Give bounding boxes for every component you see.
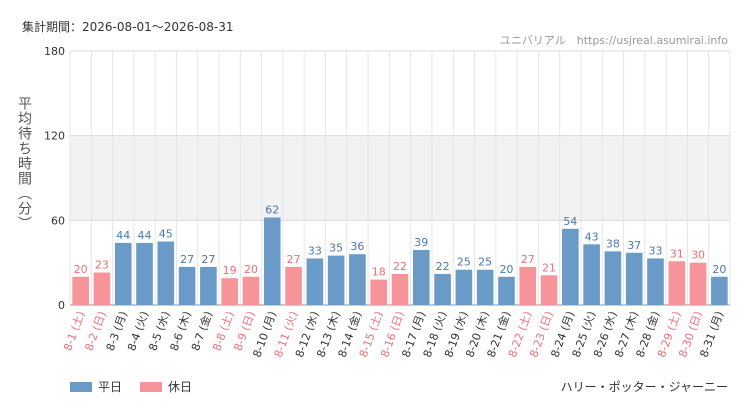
legend-swatch-holiday <box>140 381 163 392</box>
legend-item-holiday: 休日 <box>140 378 192 395</box>
bar <box>221 278 238 305</box>
data-label: 44 <box>116 229 130 242</box>
bar <box>625 252 643 305</box>
bar <box>114 242 132 305</box>
data-label: 22 <box>436 260 450 273</box>
bar <box>583 244 600 305</box>
bar <box>263 217 281 305</box>
legend: 平日 休日 <box>70 378 210 395</box>
data-label: 35 <box>329 242 343 255</box>
bar <box>562 228 579 305</box>
bar <box>689 262 707 305</box>
bar <box>455 269 473 305</box>
y-axis-label: 平均待ち時間（分） <box>16 96 32 231</box>
y-tick-label: 180 <box>44 45 65 58</box>
legend-item-weekday: 平日 <box>70 378 122 395</box>
data-label: 25 <box>457 256 471 269</box>
bar <box>200 266 217 305</box>
data-label: 43 <box>585 230 599 243</box>
legend-label-holiday: 休日 <box>168 380 193 394</box>
data-label: 22 <box>393 260 407 273</box>
data-label: 39 <box>414 236 428 249</box>
data-label: 45 <box>159 228 173 241</box>
data-label: 37 <box>627 239 641 252</box>
bar <box>178 266 196 305</box>
data-label: 20 <box>74 263 88 276</box>
y-tick-label: 120 <box>44 130 65 143</box>
bar <box>476 269 494 305</box>
bar <box>668 261 686 305</box>
bar <box>93 272 111 305</box>
data-label: 38 <box>606 237 620 250</box>
data-label: 18 <box>372 266 386 279</box>
bar <box>434 273 451 305</box>
legend-label-weekday: 平日 <box>98 380 123 394</box>
bar <box>72 276 89 305</box>
bar <box>136 242 153 305</box>
bar <box>412 249 430 305</box>
period-label: 集計期間：2026-08-01～2026-08-31 <box>22 20 234 34</box>
data-label: 62 <box>265 204 279 217</box>
data-label: 25 <box>478 256 492 269</box>
data-label: 27 <box>180 253 194 266</box>
attraction-name: ハリー・ポッター・ジャーニー <box>560 380 728 394</box>
y-tick-label: 0 <box>58 299 65 312</box>
data-label: 31 <box>670 247 684 260</box>
data-label: 27 <box>521 253 535 266</box>
data-label: 23 <box>95 259 109 272</box>
data-label: 19 <box>223 264 237 277</box>
bar <box>711 276 728 305</box>
shaded-band <box>70 135 730 221</box>
data-label: 33 <box>648 244 662 257</box>
legend-swatch-weekday <box>70 381 92 392</box>
site-credit: ユニバリアル https://usjreal.asumirai.info <box>499 34 728 47</box>
bar <box>285 266 302 305</box>
bar <box>242 276 260 305</box>
bar <box>370 279 388 305</box>
data-label: 36 <box>350 240 364 253</box>
bar <box>647 258 664 305</box>
data-label: 44 <box>138 229 152 242</box>
data-label: 27 <box>201 253 215 266</box>
bar <box>391 273 409 305</box>
y-tick-label: 60 <box>51 214 65 227</box>
bar <box>519 266 537 305</box>
data-label: 33 <box>308 244 322 257</box>
bar <box>604 251 622 305</box>
bar <box>157 241 175 305</box>
bar <box>498 276 515 305</box>
bar <box>327 255 345 305</box>
data-label: 21 <box>542 261 556 274</box>
bar <box>306 258 324 305</box>
data-label: 30 <box>691 249 705 262</box>
data-label: 20 <box>244 263 258 276</box>
data-label: 20 <box>712 263 726 276</box>
bar <box>540 275 558 305</box>
data-label: 27 <box>287 253 301 266</box>
bar <box>349 254 366 305</box>
data-label: 54 <box>563 215 577 228</box>
data-label: 20 <box>499 263 513 276</box>
